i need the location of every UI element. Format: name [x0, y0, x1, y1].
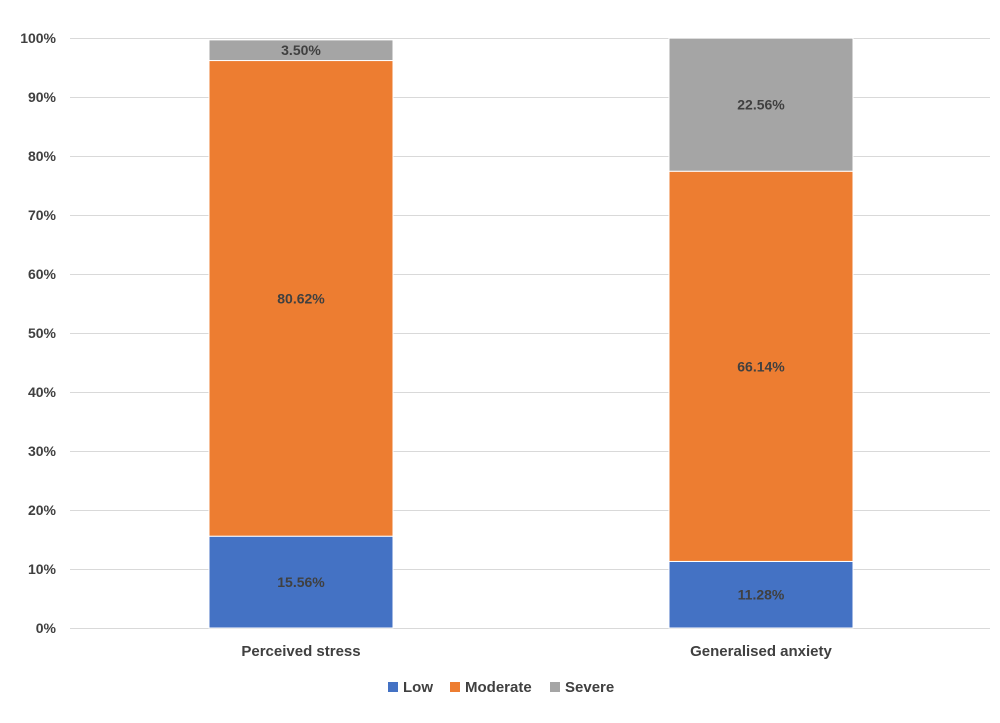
y-tick-label-50: 50%	[28, 325, 57, 341]
y-tick-label-80: 80%	[28, 148, 57, 164]
bar-severe-1	[668, 37, 854, 172]
legend: Low Moderate Severe	[388, 679, 614, 696]
data-labels: 15.56% 80.62% 3.50% 11.28% 66.14% 22.56%	[277, 42, 785, 603]
legend-swatch-low	[388, 682, 398, 692]
bar-low-0	[208, 535, 394, 629]
y-tick-label-30: 30%	[28, 443, 57, 459]
data-label-moderate-1: 66.14%	[737, 358, 785, 374]
x-category-label-0: Perceived stress	[241, 643, 360, 660]
x-category-label-1: Generalised anxiety	[690, 643, 832, 660]
y-tick-label-40: 40%	[28, 384, 57, 400]
legend-swatch-moderate	[450, 682, 460, 692]
legend-swatch-severe	[550, 682, 560, 692]
bar-severe-0	[208, 39, 394, 62]
legend-label-severe: Severe	[565, 679, 614, 696]
bars	[208, 37, 854, 629]
data-label-severe-0: 3.50%	[281, 42, 321, 58]
bar-moderate-1	[668, 170, 854, 562]
y-tick-label-70: 70%	[28, 207, 57, 223]
y-axis-ticks: 0% 10% 20% 30% 40% 50% 60% 70% 80% 90% 100%	[20, 30, 56, 636]
y-tick-label-60: 60%	[28, 266, 57, 282]
data-label-moderate-0: 80.62%	[277, 290, 325, 306]
bar-moderate-0	[208, 60, 394, 537]
y-tick-label-10: 10%	[28, 561, 57, 577]
legend-label-low: Low	[403, 679, 433, 696]
y-tick-label-0: 0%	[36, 620, 57, 636]
data-label-low-0: 15.56%	[277, 574, 325, 590]
bar-low-1	[668, 560, 854, 629]
data-label-low-1: 11.28%	[738, 587, 785, 603]
data-label-severe-1: 22.56%	[737, 97, 785, 113]
x-axis-categories: Perceived stress Generalised anxiety	[241, 643, 832, 660]
legend-label-moderate: Moderate	[465, 679, 532, 696]
y-tick-label-20: 20%	[28, 502, 57, 518]
y-tick-label-100: 100%	[20, 30, 56, 46]
y-tick-label-90: 90%	[28, 89, 57, 105]
